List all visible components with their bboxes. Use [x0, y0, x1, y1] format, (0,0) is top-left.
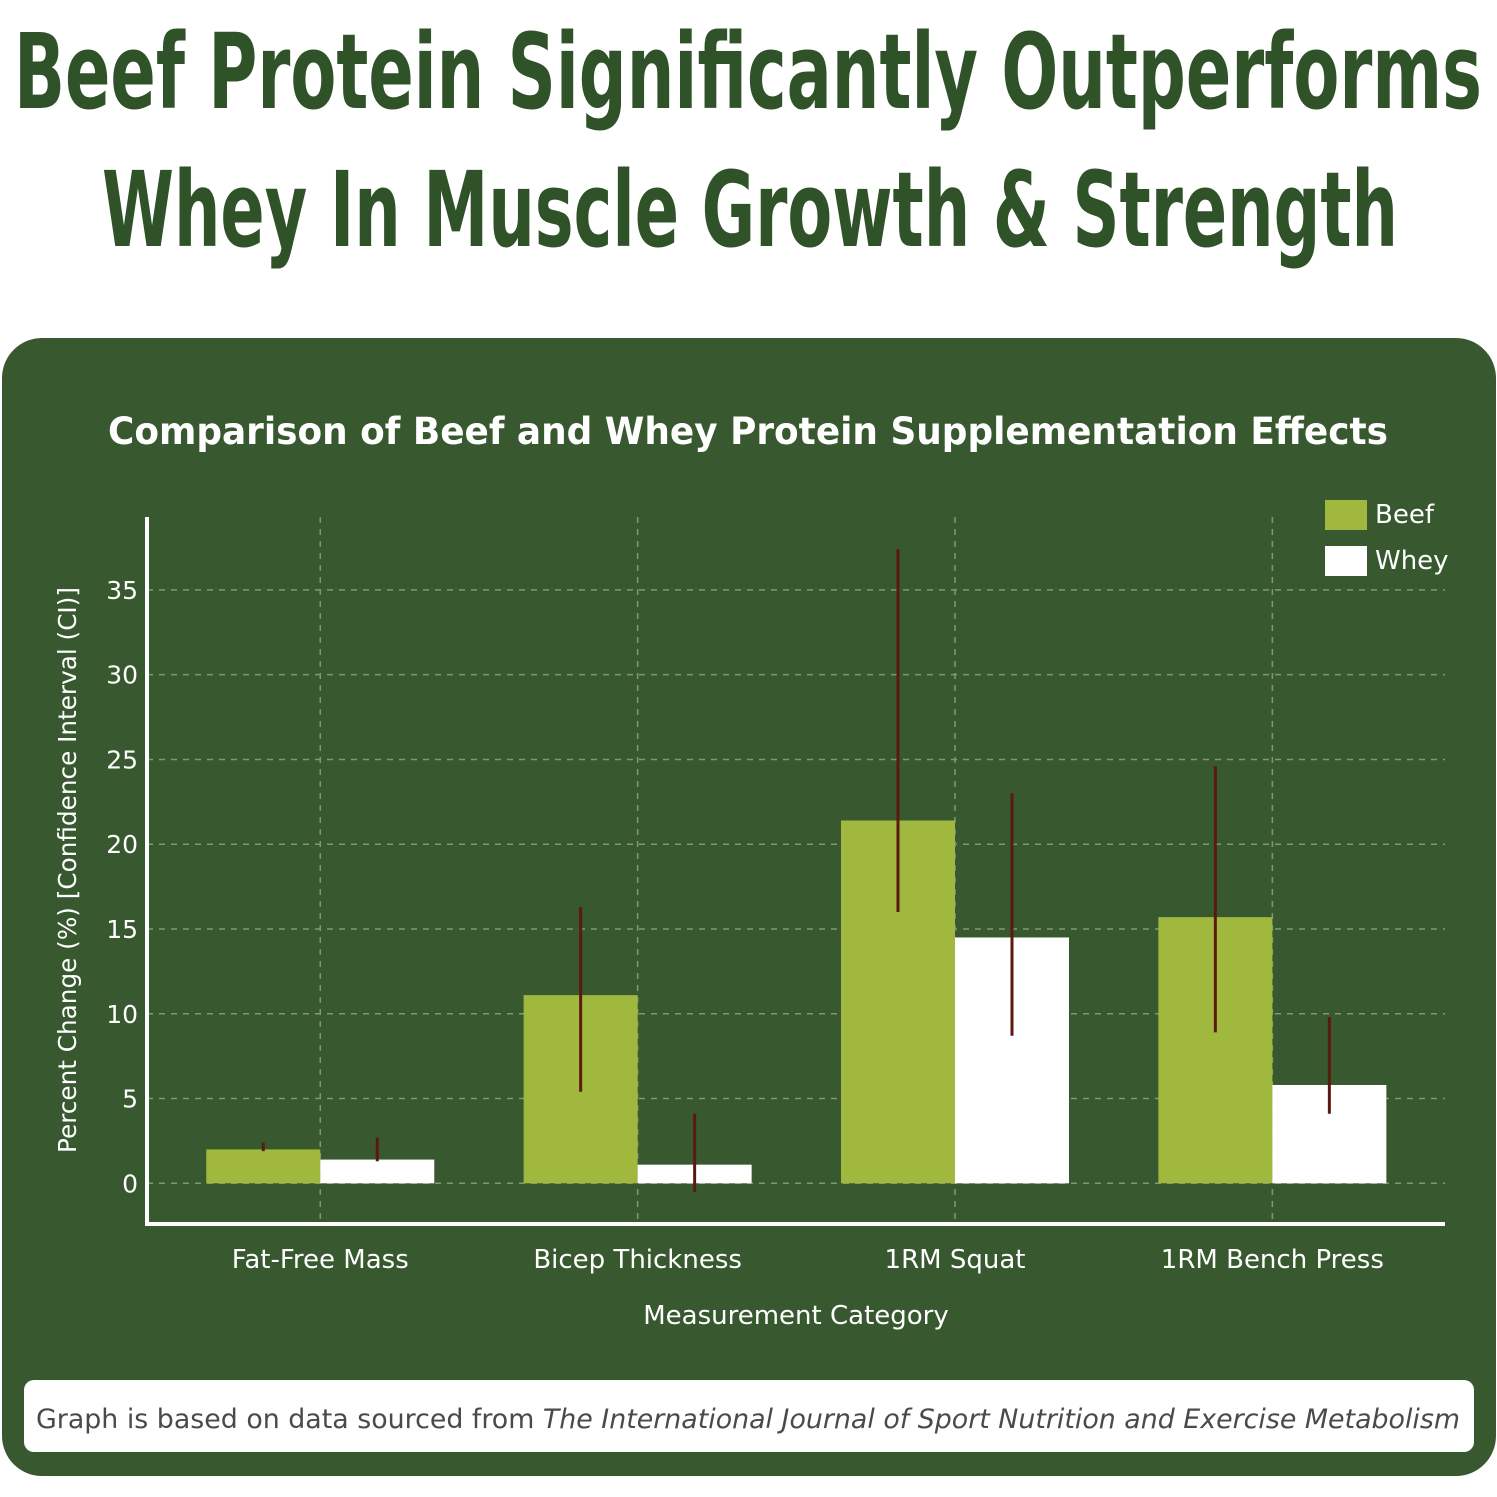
legend-swatch-whey — [1325, 546, 1367, 576]
source-text: Graph is based on data sourced from The … — [36, 1404, 1460, 1435]
headline-line-2: Whey In Muscle Growth & Strength — [102, 149, 1398, 271]
y-axis-label: Percent Change (%) [Confidence Interval … — [53, 587, 82, 1153]
legend-swatch-beef — [1325, 500, 1367, 530]
x-axis-label: Measurement Category — [643, 1301, 949, 1331]
y-tick-label: 35 — [106, 576, 138, 605]
y-tick-label: 10 — [106, 1000, 138, 1029]
chart-title: Comparison of Beef and Whey Protein Supp… — [108, 410, 1388, 453]
bar-beef — [206, 1149, 321, 1184]
x-tick-label: Bicep Thickness — [533, 1245, 742, 1275]
y-tick-label: 15 — [106, 915, 138, 944]
y-tick-label: 5 — [122, 1085, 138, 1114]
y-tick-label: 30 — [106, 661, 138, 690]
y-tick-label: 25 — [106, 745, 138, 774]
x-tick-label: Fat-Free Mass — [232, 1245, 409, 1275]
y-tick-label: 0 — [122, 1169, 138, 1198]
x-tick-label: 1RM Bench Press — [1161, 1245, 1384, 1275]
legend-label-beef: Beef — [1375, 500, 1435, 530]
headline-line-1: Beef Protein Significantly Outperforms — [14, 11, 1482, 133]
legend-label-whey: Whey — [1375, 546, 1449, 576]
bar-whey — [320, 1159, 435, 1184]
chart-panel — [2, 338, 1496, 1476]
legend: Beef Whey — [1325, 500, 1449, 576]
plot-area: 0 5 10 15 20 25 30 35 Fat-Free Mass Bicep Thickne… — [106, 517, 1445, 1275]
source-footer — [24, 1380, 1474, 1452]
y-tick-label: 20 — [106, 830, 138, 859]
x-tick-label: 1RM Squat — [885, 1245, 1026, 1275]
source-prefix: Graph is based on data sourced from — [36, 1404, 543, 1435]
source-journal: The International Journal of Sport Nutri… — [543, 1404, 1460, 1435]
